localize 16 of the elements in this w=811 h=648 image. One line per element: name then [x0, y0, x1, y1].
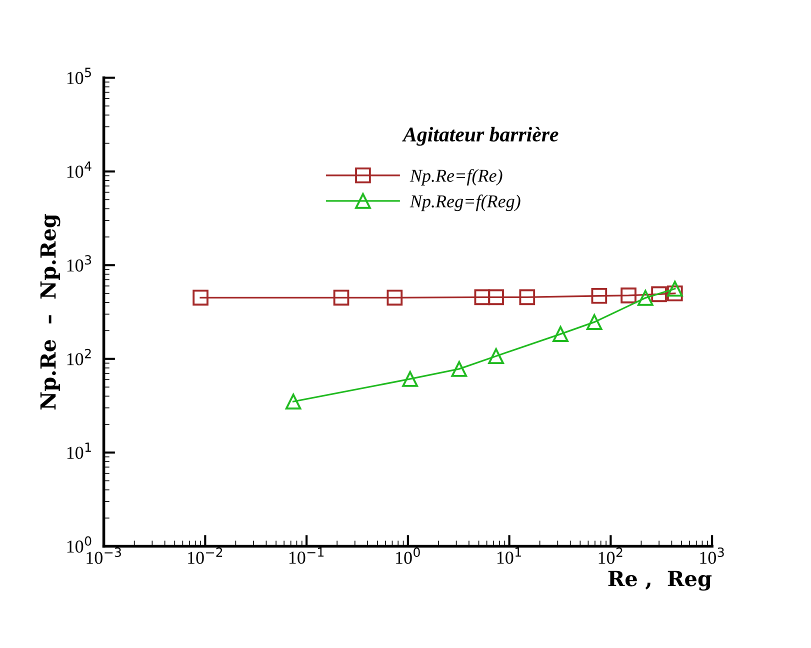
x-tick-label: 10$^{−2}$ [188, 547, 222, 564]
x-tick-label: 10$^{2}$ [598, 547, 622, 564]
x-axis-title: Re , Reg [608, 570, 712, 591]
legend-label: Np.Reg=f(Reg) [410, 194, 520, 212]
x-tick-label: 10$^{−1}$ [289, 547, 324, 564]
y-tick-label: 10$^{4}$ [67, 162, 92, 178]
x-tick-label: 10$^{0}$ [396, 547, 420, 564]
y-tick-label: 10$^{2}$ [67, 348, 91, 366]
legend-label: Np.Re=f(Re) [410, 168, 502, 186]
y-tick-label: 10$^{5}$ [67, 68, 91, 84]
y-tick-label: 10$^{1}$ [67, 442, 91, 459]
text: Agitateur barrière [402, 126, 558, 146]
x-tick-label: 10$^{1}$ [497, 547, 521, 564]
x-tick-label: 10$^{3}$ [700, 547, 724, 564]
y-tick-label: 10$^{3}$ [67, 255, 92, 272]
y-axis-title: Np.Re – Np.Reg [40, 214, 60, 410]
